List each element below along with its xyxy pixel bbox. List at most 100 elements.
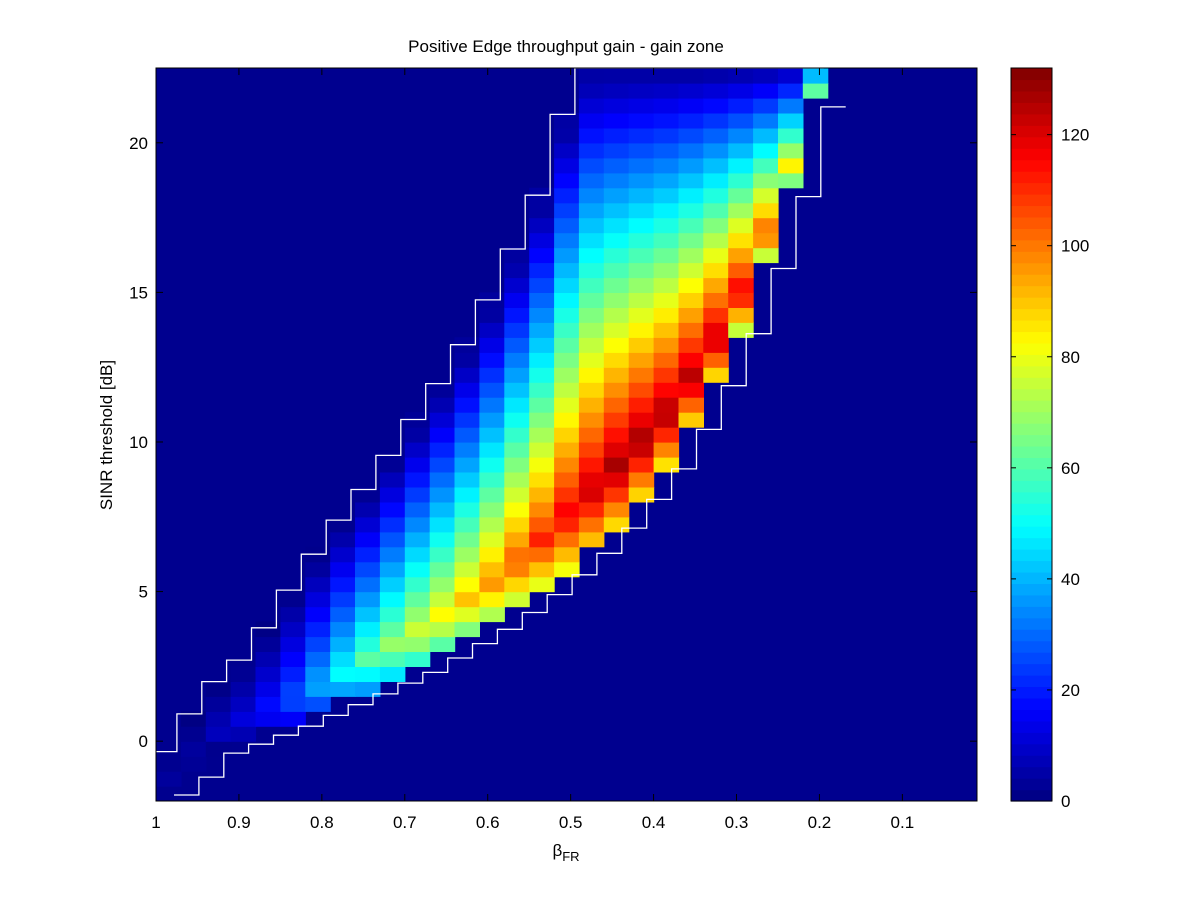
heatmap-cell <box>628 172 655 189</box>
colorbar <box>1010 67 1053 802</box>
heatmap-cell <box>753 247 779 264</box>
heatmap-cell <box>404 561 431 578</box>
heatmap-cell <box>454 501 480 518</box>
heatmap-cell <box>554 337 580 353</box>
heatmap-cell <box>504 292 530 308</box>
heatmap-cell <box>529 442 555 458</box>
heatmap-cell <box>404 486 431 503</box>
heatmap-cell <box>753 232 779 249</box>
heatmap-cell <box>578 501 605 518</box>
heatmap-cell <box>653 307 680 323</box>
heatmap-cell <box>156 771 182 787</box>
heatmap-cell <box>305 606 331 623</box>
heatmap-cell <box>355 546 381 563</box>
heatmap-cell <box>504 352 530 368</box>
x-tick-label: 0.8 <box>310 813 334 832</box>
heatmap-cell <box>603 427 630 443</box>
heatmap-cell <box>379 651 406 667</box>
colorbar-band <box>1011 743 1052 756</box>
heatmap-cell <box>603 501 630 518</box>
y-tick-label: 20 <box>129 134 148 153</box>
heatmap-cell <box>280 651 306 667</box>
heatmap-cell <box>653 367 680 383</box>
colorbar-band <box>1011 503 1052 516</box>
heatmap-cell <box>778 127 804 144</box>
heatmap-cell <box>728 172 754 189</box>
x-axis-label-subscript: FR <box>562 849 579 864</box>
heatmap-cell <box>479 307 505 323</box>
colorbar-band <box>1011 171 1052 184</box>
heatmap-cell <box>479 337 505 353</box>
heatmap-cell <box>479 486 505 503</box>
heatmap-cell <box>703 322 729 338</box>
heatmap-cell <box>578 456 605 473</box>
heatmap-cell <box>703 337 729 353</box>
heatmap-cell <box>653 217 680 234</box>
heatmap-cell <box>628 367 655 383</box>
heatmap-cells <box>156 68 829 787</box>
heatmap-cell <box>355 486 381 503</box>
heatmap-cell <box>603 172 630 189</box>
heatmap-cell <box>703 232 729 249</box>
heatmap-cell <box>355 516 381 533</box>
heatmap-cell <box>379 591 406 608</box>
heatmap-cell <box>230 681 257 697</box>
heatmap-cell <box>554 382 580 398</box>
heatmap-cell <box>429 621 456 638</box>
heatmap-cell <box>379 516 406 533</box>
lower-boundary-line <box>174 106 846 796</box>
heatmap-cell <box>578 292 605 308</box>
heatmap-cell <box>578 427 605 443</box>
heatmap-cell <box>653 112 680 129</box>
heatmap-cell <box>678 262 704 279</box>
colorbar-band <box>1011 537 1052 550</box>
heatmap-cell <box>504 442 530 458</box>
colorbar-tick-label: 0 <box>1061 792 1070 811</box>
colorbar-band <box>1011 205 1052 218</box>
heatmap-cell <box>504 337 530 353</box>
heatmap-cell <box>653 83 680 99</box>
heatmap-cell <box>728 232 754 249</box>
heatmap-cell <box>678 382 704 398</box>
colorbar-band <box>1011 90 1052 103</box>
heatmap-cell <box>678 157 704 174</box>
heatmap-cell <box>554 277 580 293</box>
heatmap-cell <box>653 442 680 458</box>
heatmap-cell <box>504 471 530 488</box>
heatmap-cell <box>628 277 655 293</box>
x-tick-label: 0.1 <box>891 813 915 832</box>
chart-title: Positive Edge throughput gain - gain zon… <box>408 37 724 56</box>
heatmap-cell <box>379 486 406 503</box>
heatmap-cell <box>305 681 331 697</box>
heatmap-cell <box>454 606 480 623</box>
heatmap-cell <box>703 187 729 204</box>
heatmap-cell <box>205 681 232 697</box>
heatmap-cell <box>628 97 655 114</box>
heatmap-cell <box>753 187 779 204</box>
heatmap-cell <box>330 546 356 563</box>
heatmap-cell <box>429 636 456 652</box>
heatmap-cell <box>504 322 530 338</box>
heatmap-cell <box>504 486 530 503</box>
heatmap-cell <box>703 352 729 368</box>
heatmap-cell <box>603 382 630 398</box>
colorbar-band <box>1011 629 1052 642</box>
heatmap-cell <box>603 83 630 99</box>
heatmap-cell <box>678 112 704 129</box>
colorbar-band <box>1011 606 1052 619</box>
heatmap-cell <box>330 621 356 638</box>
heatmap-cell <box>753 68 779 84</box>
heatmap-cell <box>603 202 630 219</box>
heatmap-cell <box>554 262 580 279</box>
heatmap-cell <box>703 202 729 219</box>
heatmap-cell <box>603 516 630 533</box>
heatmap-cell <box>554 427 580 443</box>
heatmap-cell <box>305 666 331 682</box>
heatmap-cell <box>355 606 381 623</box>
colorbar-band <box>1011 228 1052 241</box>
colorbar-band <box>1011 732 1052 745</box>
heatmap-cell <box>678 172 704 189</box>
colorbar-tick-label: 80 <box>1061 348 1080 367</box>
heatmap-cell <box>379 561 406 578</box>
heatmap-cell <box>753 172 779 189</box>
